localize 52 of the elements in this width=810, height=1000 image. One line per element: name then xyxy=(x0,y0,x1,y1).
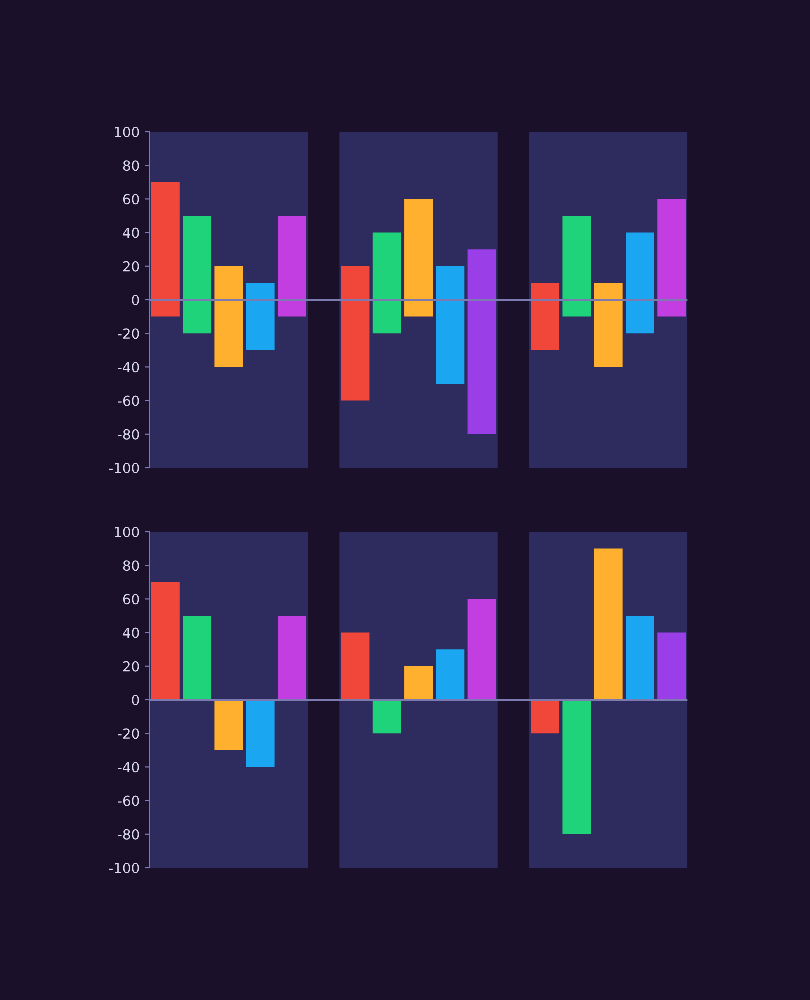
bar xyxy=(436,650,465,700)
y-tick-label: 20 xyxy=(123,261,140,272)
y-tick-label: 40 xyxy=(123,228,140,238)
bar xyxy=(151,182,180,317)
bar xyxy=(562,700,592,834)
bar xyxy=(468,599,496,700)
bar xyxy=(436,266,465,384)
bar xyxy=(151,582,180,700)
bar xyxy=(626,616,654,700)
bar xyxy=(246,283,275,350)
y-tick-label: -40 xyxy=(118,362,140,373)
bar xyxy=(594,283,623,368)
bar xyxy=(594,548,623,700)
y-tick-label: 100 xyxy=(115,526,140,538)
bar xyxy=(246,700,275,768)
y-tick-label: 40 xyxy=(123,628,140,638)
y-tick-label: -40 xyxy=(118,762,140,773)
bar xyxy=(531,700,560,734)
y-tick-label: -60 xyxy=(118,396,140,406)
y-tick-label: 60 xyxy=(123,194,140,205)
y-tick-label: -60 xyxy=(118,796,140,806)
bar xyxy=(372,232,402,334)
bar xyxy=(372,700,402,734)
bar xyxy=(183,216,212,334)
bar xyxy=(658,199,686,317)
bar xyxy=(214,266,244,368)
y-tick-label: -80 xyxy=(118,829,140,840)
y-tick-label: 0 xyxy=(132,694,140,706)
bar xyxy=(278,616,306,700)
bar xyxy=(278,216,306,317)
y-tick-label: -100 xyxy=(109,862,140,874)
bar xyxy=(626,232,654,334)
bar xyxy=(404,666,434,700)
y-tick-label: 100 xyxy=(115,126,140,138)
bar xyxy=(562,216,592,317)
y-tick-label: 0 xyxy=(132,294,140,306)
y-tick-label: 80 xyxy=(123,160,140,172)
bar xyxy=(531,283,560,350)
bar xyxy=(214,700,244,750)
bar xyxy=(183,616,212,700)
y-tick-label: 20 xyxy=(123,661,140,672)
y-tick-label: 80 xyxy=(123,560,140,572)
y-tick-label: -20 xyxy=(118,328,140,340)
y-tick-label: -20 xyxy=(118,728,140,740)
y-tick-label: -100 xyxy=(109,462,140,474)
bar xyxy=(468,250,496,434)
bar xyxy=(658,632,686,700)
y-tick-label: -80 xyxy=(118,429,140,440)
bar xyxy=(404,199,434,317)
y-tick-label: 60 xyxy=(123,594,140,605)
bar xyxy=(341,266,370,401)
bar xyxy=(341,632,370,700)
